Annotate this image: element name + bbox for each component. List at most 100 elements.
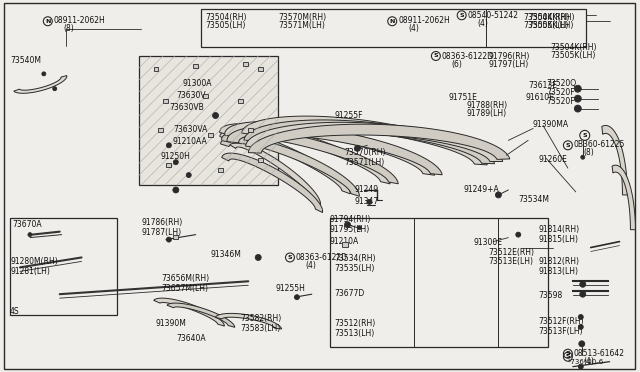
Polygon shape <box>167 303 235 327</box>
Text: 91814(RH): 91814(RH) <box>538 225 579 234</box>
Text: 73504K(RH): 73504K(RH) <box>550 43 596 52</box>
Text: 08363-6122D: 08363-6122D <box>296 253 348 263</box>
Text: (4): (4) <box>306 262 317 270</box>
Text: 73582(RH): 73582(RH) <box>241 314 282 323</box>
Polygon shape <box>225 122 435 175</box>
Text: 91795(LH): 91795(LH) <box>330 225 370 234</box>
Text: 91812(RH): 91812(RH) <box>538 257 579 266</box>
Text: 73505K(LH): 73505K(LH) <box>524 21 568 30</box>
Text: 73504K(RH): 73504K(RH) <box>528 13 575 22</box>
Text: 73670A: 73670A <box>12 220 42 229</box>
Text: (4): (4) <box>584 357 595 366</box>
Text: 91300A: 91300A <box>183 79 212 88</box>
Polygon shape <box>612 165 636 230</box>
Text: 91815(LH): 91815(LH) <box>538 235 578 244</box>
Text: 91280M(RH): 91280M(RH) <box>10 257 58 266</box>
Text: 91210AA: 91210AA <box>173 137 207 146</box>
Bar <box>173 235 179 238</box>
Circle shape <box>294 295 300 299</box>
Text: 91786(RH): 91786(RH) <box>141 218 182 227</box>
Text: 73535(LH): 73535(LH) <box>335 264 375 273</box>
Bar <box>248 128 253 132</box>
Text: 08540-51242: 08540-51242 <box>468 11 518 20</box>
Bar <box>208 134 213 137</box>
Text: S: S <box>433 54 438 58</box>
Text: 91281(LH): 91281(LH) <box>10 267 50 276</box>
Circle shape <box>574 85 581 92</box>
Text: 91796(RH): 91796(RH) <box>488 52 530 61</box>
Polygon shape <box>227 126 442 175</box>
Polygon shape <box>220 131 350 194</box>
Text: 73513(LH): 73513(LH) <box>335 329 375 338</box>
Bar <box>154 67 159 71</box>
Polygon shape <box>14 76 67 93</box>
Text: 73613E: 73613E <box>528 81 557 90</box>
Text: 73504(RH): 73504(RH) <box>205 13 247 22</box>
Text: 73570(RH): 73570(RH) <box>344 148 386 157</box>
Text: 91794(RH): 91794(RH) <box>330 215 371 224</box>
Text: 91260E: 91260E <box>538 155 567 164</box>
Text: 73571(LH): 73571(LH) <box>344 158 385 167</box>
Text: 73505K(LH): 73505K(LH) <box>550 51 595 60</box>
Bar <box>258 67 262 71</box>
Bar <box>201 9 586 47</box>
Text: 73571M(LH): 73571M(LH) <box>278 21 325 30</box>
Polygon shape <box>244 120 495 164</box>
Text: 73570M(RH): 73570M(RH) <box>278 13 326 22</box>
Bar <box>139 56 278 185</box>
Polygon shape <box>248 124 510 160</box>
Circle shape <box>166 237 172 242</box>
Text: 91255F: 91255F <box>335 110 363 119</box>
Text: 91390MA: 91390MA <box>532 121 568 129</box>
Polygon shape <box>241 116 487 165</box>
Text: 0B360-61225: 0B360-61225 <box>574 140 625 149</box>
Text: 73598: 73598 <box>538 291 563 300</box>
Polygon shape <box>221 153 323 212</box>
Polygon shape <box>215 313 282 329</box>
Bar <box>203 94 208 98</box>
Text: N: N <box>45 19 51 24</box>
Polygon shape <box>220 124 390 184</box>
Bar <box>342 242 348 247</box>
Text: 73657M(LH): 73657M(LH) <box>161 284 208 293</box>
Circle shape <box>28 232 32 237</box>
Text: 73656M(RH): 73656M(RH) <box>161 274 209 283</box>
Bar <box>243 62 248 66</box>
Text: S: S <box>287 255 292 260</box>
Text: 73640A: 73640A <box>176 334 205 343</box>
Circle shape <box>579 315 583 320</box>
Text: (4): (4) <box>477 19 488 28</box>
Text: 73520Q: 73520Q <box>546 79 576 88</box>
Circle shape <box>212 113 218 119</box>
Text: 73630V: 73630V <box>176 91 205 100</box>
Text: 73520F: 73520F <box>546 97 575 106</box>
Text: 73512F(RH): 73512F(RH) <box>538 317 584 326</box>
Text: 73505K(LH): 73505K(LH) <box>528 21 573 30</box>
Text: (4): (4) <box>408 24 419 33</box>
Text: 08513-61642: 08513-61642 <box>574 349 625 358</box>
Text: 91346M: 91346M <box>211 250 241 259</box>
Text: 91210A: 91210A <box>330 237 359 246</box>
Text: 91249: 91249 <box>355 185 379 194</box>
Circle shape <box>173 187 179 193</box>
Bar <box>193 64 198 68</box>
Text: 91787(LH): 91787(LH) <box>141 228 181 237</box>
Circle shape <box>355 145 360 151</box>
Text: 91249+A: 91249+A <box>463 185 499 194</box>
Text: 73512E(RH): 73512E(RH) <box>488 247 534 257</box>
Circle shape <box>186 173 191 177</box>
Text: 73513E(LH): 73513E(LH) <box>488 257 534 266</box>
Polygon shape <box>221 130 398 184</box>
Text: 91797(LH): 91797(LH) <box>488 60 529 69</box>
Bar <box>330 218 548 347</box>
Text: 73513F(LH): 73513F(LH) <box>538 327 583 336</box>
Circle shape <box>574 95 581 102</box>
Text: 91813(LH): 91813(LH) <box>538 267 578 276</box>
Text: (8): (8) <box>584 148 595 157</box>
Text: 73540M: 73540M <box>10 56 41 65</box>
Text: (8): (8) <box>63 24 74 33</box>
Text: 73534M: 73534M <box>518 195 549 204</box>
Text: 91610E: 91610E <box>525 93 554 102</box>
Text: 4S: 4S <box>10 307 20 316</box>
Text: 91751E: 91751E <box>449 93 477 102</box>
